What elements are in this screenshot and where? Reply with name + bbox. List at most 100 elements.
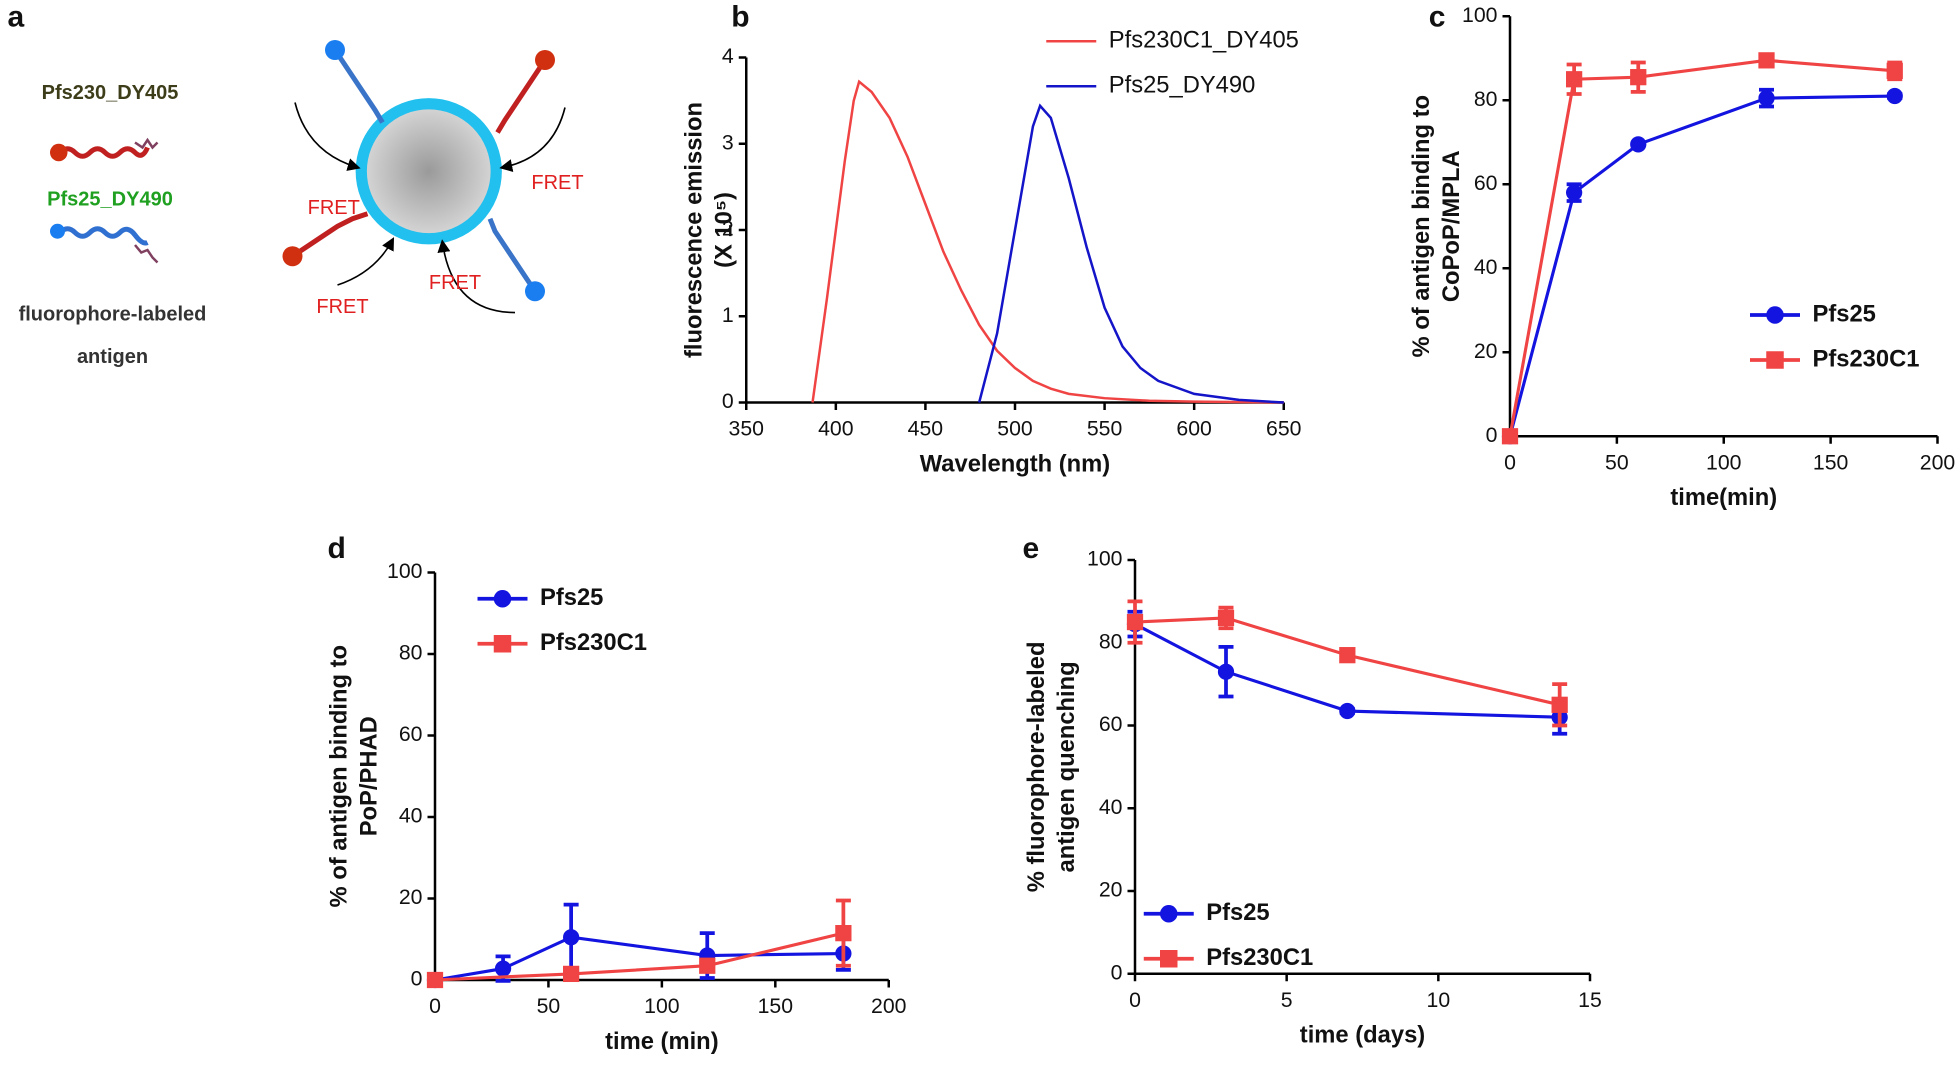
chart: b 350 400 450 500 550 600 650 0 1 2 3 4 Wavelength (n…	[680, 1, 1301, 478]
fluorophore	[325, 40, 345, 60]
marker	[563, 929, 580, 946]
x-tick-label: 50	[1605, 450, 1629, 474]
fluorophore	[50, 143, 68, 162]
x-axis-label: time(min)	[1670, 484, 1777, 511]
legend-label: Pfs25	[1813, 300, 1876, 327]
legend-label: Pfs25	[1206, 899, 1269, 926]
helix	[58, 226, 149, 246]
y-tick-label: 40	[399, 804, 423, 828]
series-line	[1134, 616, 1561, 707]
caption: fluorophore-labeled	[19, 303, 207, 325]
marker	[699, 957, 716, 974]
fret-label: FRET	[531, 172, 583, 194]
tail	[134, 137, 159, 150]
series-line	[1508, 94, 1895, 437]
legend-marker	[1766, 306, 1784, 324]
chart: c 0 50 100 150 200 0 20 40 60 80 100 time(min) % of a…	[1408, 1, 1955, 511]
marker	[1217, 609, 1235, 627]
legend-marker	[493, 590, 512, 608]
y-tick-label: 100	[387, 559, 422, 583]
y-tick-label: 20	[399, 885, 423, 909]
caption: antigen	[77, 346, 148, 368]
fluorophore	[525, 281, 545, 302]
marker	[494, 960, 512, 977]
legend-marker	[1160, 950, 1178, 968]
x-tick-label: 10	[1427, 988, 1451, 1012]
y-tick-label: 60	[399, 722, 423, 746]
y-tick-label: 0	[1111, 960, 1123, 984]
panel-letter: c	[1429, 1, 1446, 34]
y-tick-label: 0	[722, 389, 734, 413]
y-tick-label: 40	[1099, 795, 1123, 819]
series-line	[1508, 58, 1895, 437]
x-axis-label: time (days)	[1300, 1022, 1425, 1049]
legend-label: Pfs25	[540, 584, 603, 611]
nanoparticle	[355, 98, 502, 245]
marker	[1886, 62, 1903, 79]
series-line	[434, 931, 844, 982]
y-tick-label: 40	[1474, 255, 1498, 279]
y-tick-label: 4	[722, 44, 734, 68]
diagram-a: a Pfs230_DY405 Pfs25_DY490 fluorophore-l…	[8, 1, 584, 368]
y-tick-label: 20	[1099, 878, 1123, 902]
marker	[1566, 184, 1583, 201]
x-tick-label: 15	[1578, 988, 1602, 1012]
x-tick-label: 0	[1129, 988, 1141, 1012]
y-tick-label: 0	[1486, 423, 1498, 447]
y-axis-label: % of antigen binding to	[1408, 95, 1435, 358]
y-axis-label: CoPoP/MPLA	[1438, 150, 1465, 302]
x-tick-label: 400	[818, 417, 853, 441]
marker	[1566, 71, 1583, 88]
label: Pfs25_DY490	[47, 188, 173, 210]
fret-label: FRET	[308, 197, 360, 219]
arrows	[294, 102, 566, 314]
y-tick-label: 80	[1099, 629, 1123, 653]
legend-label: Pfs230C1	[1206, 944, 1313, 971]
y-tick-label: 20	[1474, 339, 1498, 363]
marker	[1126, 613, 1144, 631]
x-tick-label: 600	[1176, 417, 1211, 441]
fluorophore	[50, 223, 65, 239]
series-line	[977, 103, 1284, 404]
marker	[1886, 87, 1903, 105]
marker	[835, 925, 852, 942]
series-line	[811, 79, 1284, 404]
x-tick-label: 100	[644, 994, 679, 1018]
marker	[1630, 136, 1647, 153]
y-axis-label: antigen quenching	[1053, 661, 1080, 872]
chart: d 0 50 100 150 200 0 20 40 60 80 100 time (min) % of …	[325, 532, 906, 1055]
marker	[426, 971, 444, 989]
marker	[1758, 90, 1775, 107]
y-tick-label: 80	[399, 641, 423, 665]
panel-letter: a	[8, 1, 25, 34]
y-tick-label: 0	[411, 967, 423, 991]
legend-marker	[493, 635, 512, 653]
y-tick-label: 100	[1462, 3, 1497, 27]
chart: e 0 5 10 15 0 20 40 60 80 100 time (days) % fluoroph…	[1023, 532, 1602, 1049]
marker	[1217, 663, 1235, 680]
panel-letter: d	[328, 532, 346, 565]
legend-label: Pfs25_DY490	[1109, 72, 1256, 99]
x-tick-label: 50	[537, 994, 561, 1018]
label: Pfs230_DY405	[42, 82, 179, 104]
x-axis-label: Wavelength (nm)	[920, 450, 1110, 477]
x-tick-label: 0	[429, 994, 441, 1018]
marker	[1758, 52, 1775, 69]
legend-marker	[1766, 351, 1784, 369]
x-tick-label: 500	[997, 417, 1032, 441]
x-tick-label: 200	[871, 994, 906, 1018]
panel-letter: b	[731, 1, 749, 34]
x-tick-label: 200	[1920, 450, 1955, 474]
x-tick-label: 550	[1087, 417, 1122, 441]
fluorophore	[282, 246, 303, 267]
y-tick-label: 2	[722, 217, 734, 241]
legend-label: Pfs230C1_DY405	[1109, 27, 1299, 54]
legend-label: Pfs230C1	[1813, 345, 1920, 372]
legend-label: Pfs230C1	[540, 629, 647, 656]
y-tick-label: 60	[1099, 712, 1123, 736]
y-axis-label: % fluorophore-labeled	[1023, 642, 1050, 893]
marker	[1339, 647, 1356, 664]
x-tick-label: 150	[758, 994, 793, 1018]
